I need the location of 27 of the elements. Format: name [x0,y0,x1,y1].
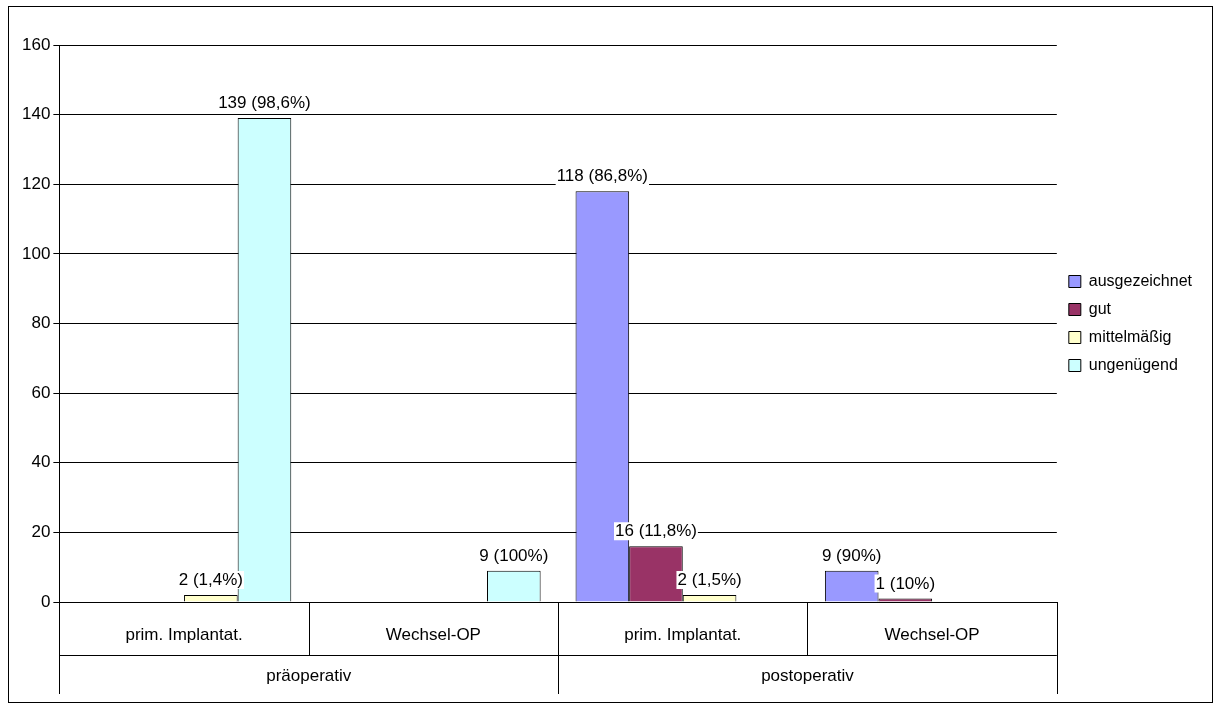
data-label: 2 (1,5%) [677,570,742,590]
y-tick-label: 100 [21,243,51,263]
y-tick-label: 40 [31,452,51,472]
data-label: 9 (100%) [479,545,549,565]
x-tick-label: Wechsel-OP [385,624,481,644]
legend-label: ungenügend [1088,355,1178,373]
legend-label: gut [1088,299,1112,317]
data-label: 118 (86,8%) [556,166,649,186]
x-tick-label: prim. Implantat. [125,624,243,644]
data-label: 2 (1,4%) [178,570,243,590]
y-tick-label: 120 [21,173,51,193]
y-tick-label: 80 [31,313,51,333]
data-label: 9 (90%) [821,545,882,565]
y-tick-label: 0 [40,591,51,611]
x-tick-label: Wechsel-OP [884,624,980,644]
text: postoperativ [761,665,855,685]
y-tick-label: 60 [31,382,51,402]
data-label: 16 (11,8%) [615,521,697,541]
text: präoperativ [266,665,352,685]
x-tick-label: prim. Implantat. [624,624,742,644]
legend-label: ausgezeichnet [1088,271,1193,289]
data-label: 1 (10%) [875,573,936,593]
y-tick-label: 160 [21,34,51,54]
y-tick-label: 20 [31,522,51,542]
legend-label: mittelmäßig [1088,327,1172,345]
data-label: 139 (98,6%) [218,93,311,113]
y-tick-label: 140 [21,104,51,124]
